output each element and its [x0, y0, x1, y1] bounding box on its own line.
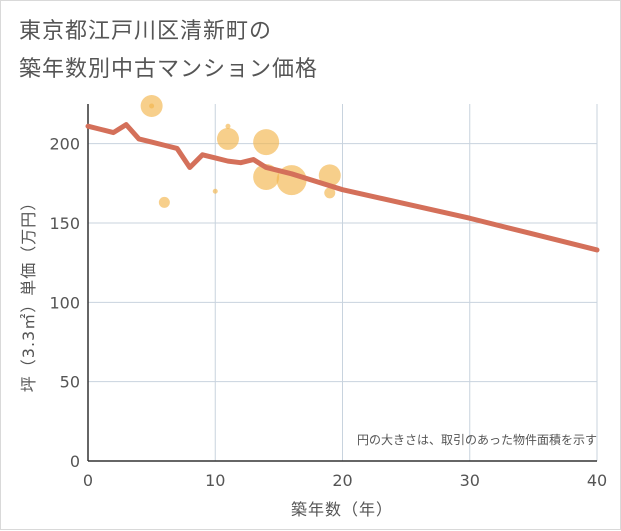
y-tick-label-4: 200	[49, 135, 80, 154]
chart-title: 東京都江戸川区清新町の 築年数別中古マンション価格	[19, 13, 318, 89]
bubble-point-4	[216, 127, 239, 150]
bubble-point-2	[158, 196, 170, 208]
chart-title-line1: 東京都江戸川区清新町の	[19, 19, 273, 44]
x-tick-label-1: 10	[205, 471, 225, 490]
y-axis-label: 坪（3.3㎡）単価（万円）	[19, 194, 38, 392]
trend-line	[85, 122, 600, 253]
bubble-point-9	[318, 164, 341, 187]
bubble-point-10	[324, 187, 336, 199]
y-tick-label-1: 50	[60, 373, 80, 392]
x-tick-label-4: 40	[587, 471, 607, 490]
y-tick-label-2: 100	[49, 293, 80, 312]
annotation-text: 円の大きさは、取引のあった物件面積を示す	[357, 432, 597, 447]
x-tick-label-3: 30	[460, 471, 480, 490]
chart-title-line2: 築年数別中古マンション価格	[19, 57, 319, 82]
axis-ticks: 0 10 20 30 40 0 50 100 150 200	[49, 135, 607, 490]
bubble-point-5	[225, 123, 231, 129]
bubble-point-6	[253, 129, 280, 156]
x-tick-label-0: 0	[83, 471, 93, 490]
bubble-point-1	[149, 103, 155, 109]
x-tick-label-2: 20	[332, 471, 352, 490]
y-tick-label-0: 0	[70, 452, 80, 471]
y-tick-label-3: 150	[49, 214, 80, 233]
grid-lines	[87, 104, 598, 462]
x-axis-label: 築年数（年）	[291, 500, 393, 519]
bubble-point-3	[212, 188, 218, 194]
